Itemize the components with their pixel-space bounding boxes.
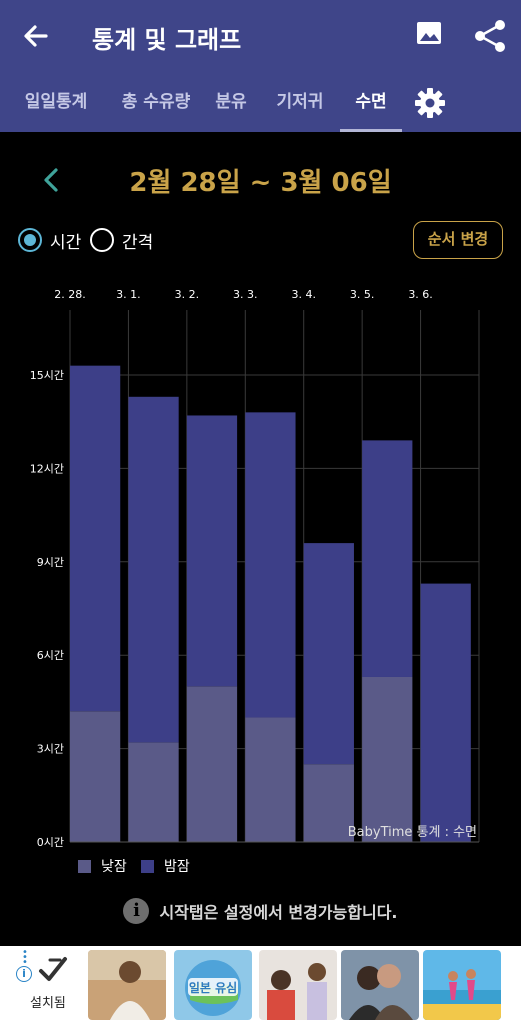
check-download-icon (39, 957, 67, 981)
bar-nap (245, 717, 296, 842)
tab-total-feeding[interactable]: 총 수유량 (121, 92, 191, 112)
ad-installed-label: 설치됨 (30, 996, 66, 1011)
radio-interval[interactable]: 간격 (90, 226, 153, 254)
ad-info-icon[interactable]: i (16, 966, 32, 982)
legend-night-swatch (141, 859, 154, 873)
tab-bar: 일일통계 총 수유량 분유 기저귀 수면 (0, 76, 521, 132)
bar-night (362, 440, 413, 677)
info-message: i 시작탭은 설정에서 변경가능합니다. (0, 898, 521, 924)
ad-thumbnail-3[interactable] (259, 950, 337, 1020)
bar-night (186, 415, 238, 687)
chevron-left-icon[interactable] (34, 160, 68, 200)
app-bar: 통계 및 그래프 일일통계 총 수유량 분유 기저귀 수면 (0, 0, 521, 132)
x-tick-label: 3. 2. (175, 288, 200, 301)
legend-night-label: 밤잠 (164, 859, 190, 875)
info-text: 시작탭은 설정에서 변경가능합니다. (159, 903, 398, 922)
y-tick-label: 0시간 (37, 836, 64, 849)
tab-sleep[interactable]: 수면 (340, 76, 402, 132)
radio-interval-label: 간격 (122, 232, 154, 253)
x-tick-label: 3. 3. (233, 288, 258, 301)
change-order-button[interactable]: 순서 변경 (413, 221, 503, 259)
gear-icon[interactable] (413, 86, 447, 120)
x-tick-label: 3. 1. (116, 288, 141, 301)
date-range-label: 2월 28일 ~ 3월 06일 (129, 168, 392, 198)
tab-daily-stats[interactable]: 일일통계 (24, 92, 88, 112)
ad-thumbnail-1[interactable] (88, 950, 166, 1020)
ad-thumbnail-5[interactable] (423, 950, 501, 1020)
x-tick-label: 3. 4. (291, 288, 316, 301)
y-tick-label: 15시간 (30, 369, 64, 382)
info-icon: i (123, 898, 150, 924)
bar-night (303, 543, 354, 765)
radio-selected-icon (18, 228, 42, 252)
legend-night: 밤잠 (141, 856, 190, 876)
x-tick-label: 3. 6. (408, 288, 433, 301)
bar-night (420, 583, 471, 842)
x-tick-label: 3. 5. (350, 288, 375, 301)
page-title: 통계 및 그래프 (92, 26, 242, 54)
bar-night (245, 412, 296, 718)
radio-time-label: 시간 (50, 232, 82, 253)
radio-unselected-icon (90, 228, 114, 252)
x-tick-label: 2. 28. (54, 288, 86, 301)
bar-nap (70, 711, 121, 842)
y-tick-label: 9시간 (37, 556, 64, 569)
radio-time[interactable]: 시간 (18, 226, 81, 254)
ad-thumb-label: 일본 유심 (189, 980, 237, 995)
sleep-bar-chart: 0시간 3시간 6시간 9시간 12시간 15시간 2. 28. 3. 1. 3. 2. 3. 3… (30, 288, 480, 849)
bar-nap (186, 686, 238, 842)
bar-nap (303, 764, 354, 842)
ad-thumbnail-2[interactable]: 일본 유심 (174, 950, 252, 1020)
y-tick-label: 6시간 (37, 649, 64, 662)
y-tick-label: 3시간 (37, 743, 64, 756)
tab-diaper[interactable]: 기저귀 (276, 92, 324, 112)
bar-nap (362, 676, 413, 842)
bar-nap (128, 742, 179, 842)
ad-thumbnail-4[interactable] (341, 950, 419, 1020)
legend-nap: 낮잠 (78, 856, 127, 876)
bar-night (128, 396, 179, 743)
bar-night (70, 365, 121, 712)
image-icon[interactable] (412, 16, 448, 52)
ad-more-icon[interactable]: • • • (22, 947, 28, 968)
tab-formula[interactable]: 분유 (215, 92, 247, 112)
y-tick-label: 12시간 (30, 462, 64, 475)
chart-watermark: BabyTime 통계 : 수면 (348, 825, 477, 840)
legend-nap-swatch (78, 859, 91, 873)
share-icon[interactable] (472, 16, 508, 56)
legend-nap-label: 낮잠 (101, 859, 127, 875)
arrow-left-icon[interactable] (16, 16, 56, 56)
ad-banner[interactable]: • • • i 설치됨 일본 유심 (0, 946, 521, 1024)
